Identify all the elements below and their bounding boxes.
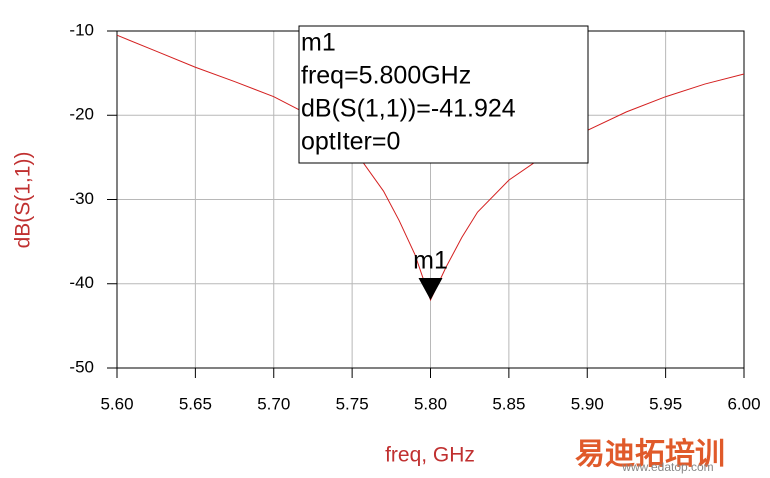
x-tick-label: 5.75 [336, 394, 369, 413]
marker-readout: freq=5.800GHz [301, 62, 471, 90]
y-tick-label: -20 [69, 105, 94, 124]
marker-label: m1 [413, 247, 448, 275]
x-tick-label: 5.85 [492, 394, 525, 413]
y-axis-label: dB(S(1,1)) [12, 152, 35, 249]
x-tick-label: 5.80 [414, 394, 447, 413]
x-axis-label: freq, GHz [385, 444, 475, 467]
y-tick-label: -50 [69, 357, 94, 376]
marker-readout: m1 [301, 29, 336, 57]
marker-readout: optIter=0 [301, 128, 400, 156]
y-tick-label: -40 [69, 273, 94, 292]
y-tick-label: -10 [69, 20, 94, 39]
marker-box [298, 25, 589, 164]
x-tick-label: 5.90 [571, 394, 604, 413]
x-tick-label: 5.70 [257, 394, 290, 413]
x-tick-label: 5.95 [649, 394, 682, 413]
y-tick-label: -30 [69, 189, 94, 208]
marker-readout: dB(S(1,1))=-41.924 [301, 95, 516, 123]
x-tick-label: 6.00 [727, 394, 760, 413]
watermark-brand: 易迪拓培训 [575, 437, 725, 471]
x-tick-label: 5.65 [179, 394, 212, 413]
x-tick-label: 5.60 [100, 394, 133, 413]
data-line [116, 34, 745, 302]
watermark-url: www.edatop.com [621, 460, 713, 474]
marker-triangle [418, 277, 443, 300]
